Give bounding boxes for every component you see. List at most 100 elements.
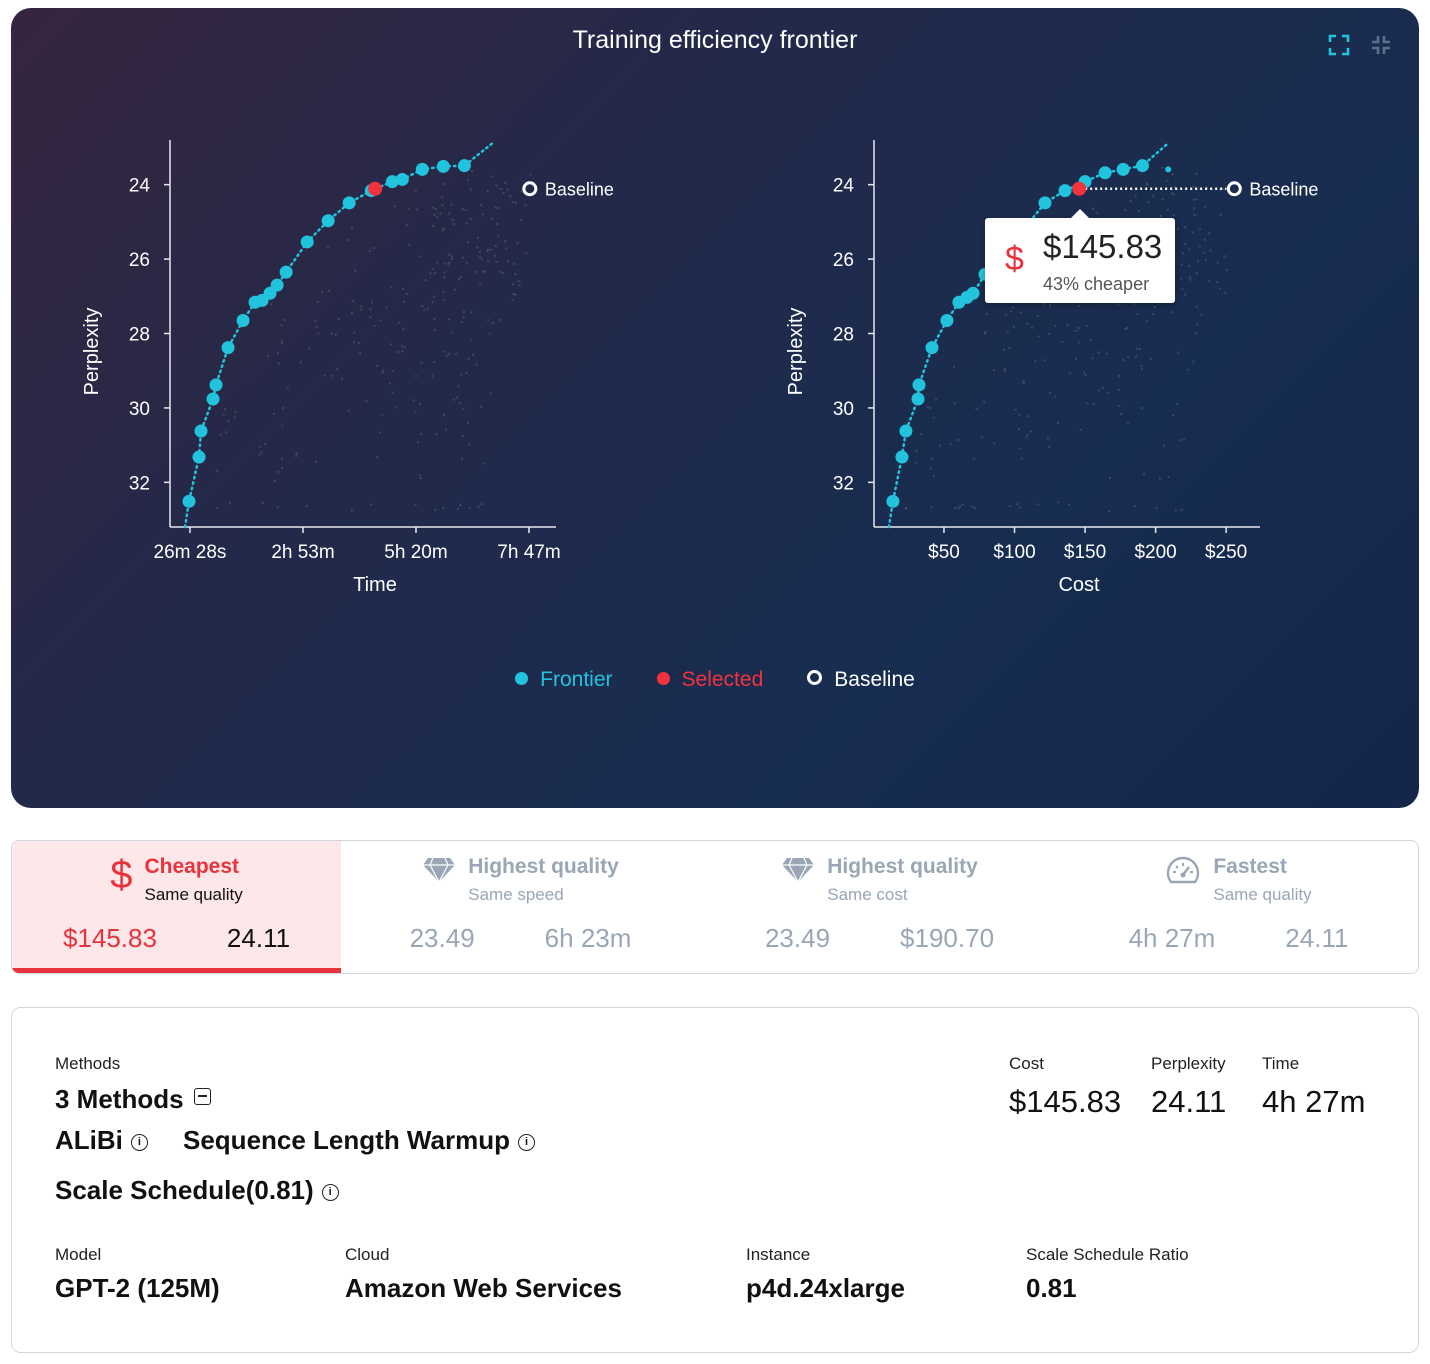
x-tick-label: 2h 53m [271,542,334,563]
background-run-point [1159,215,1162,218]
background-run-point [971,505,974,508]
frontier-point [911,392,925,406]
background-run-point [1161,166,1164,169]
background-run-point [351,226,354,229]
background-run-point [1006,330,1009,333]
background-run-point [394,205,397,208]
background-run-point [1171,173,1174,176]
background-run-point [443,227,446,230]
x-tick-label: $250 [1205,542,1247,563]
tab-highest-quality-speed[interactable]: Highest quality Same speed 23.49 6h 23m [409,855,632,953]
run-details: Methods 3 Methods ALiBi i Sequence Length… [11,1007,1419,1353]
background-run-point [496,207,499,210]
y-axis-label: Perplexity [81,308,103,396]
background-run-point [1172,414,1175,417]
legend-selected[interactable]: Selected [656,668,763,692]
background-run-point [381,413,384,416]
background-run-point [1140,407,1143,410]
background-run-point [389,382,392,385]
background-run-point [429,272,432,275]
background-run-point [1120,413,1123,416]
background-run-point [423,309,426,312]
tab-fastest[interactable]: Fastest Same quality 4h 27m 24.11 [1128,855,1349,953]
background-run-point [484,270,487,273]
background-run-point [431,301,434,304]
background-run-point [1192,360,1195,363]
background-run-point [443,183,446,186]
background-run-point [1075,329,1078,332]
background-run-point [315,460,318,463]
background-run-point [351,299,354,302]
background-run-point [416,208,419,211]
background-run-point [281,466,284,469]
background-run-point [1181,288,1184,291]
background-run-point [1219,287,1222,290]
background-run-point [949,442,952,445]
background-run-point [1187,368,1190,371]
background-run-point [334,333,337,336]
background-run-point [436,216,439,219]
background-run-point [1043,302,1046,305]
background-run-point [974,507,977,510]
background-run-point [460,321,463,324]
legend-baseline[interactable]: Baseline [807,668,915,692]
background-run-point [1030,430,1033,433]
background-run-point [281,341,284,344]
background-run-point [513,262,516,265]
background-run-point [414,411,417,414]
background-run-point [1159,477,1162,480]
background-run-point [483,462,486,465]
frontier-point [1165,166,1172,173]
info-icon[interactable]: i [517,1134,535,1151]
info-icon[interactable]: i [130,1134,148,1151]
x-tick-label: $150 [1064,542,1106,563]
background-run-point [454,352,457,355]
background-run-point [959,505,962,508]
tab-highest-quality-cost[interactable]: Highest quality Same cost 23.49 $190.70 [764,855,995,953]
background-run-point [432,224,435,227]
background-run-point [1046,437,1049,440]
info-icon[interactable]: i [321,1184,339,1201]
ssr-value: 0.81 [1026,1273,1077,1303]
collapse-icon[interactable] [193,1088,211,1105]
background-run-point [930,457,933,460]
background-run-point [350,312,353,315]
background-run-point [1198,228,1201,231]
background-run-point [382,369,385,372]
background-run-point [509,195,512,198]
legend-frontier[interactable]: Frontier [515,668,613,692]
baseline-label: Baseline [1249,180,1318,200]
background-run-point [1034,359,1037,362]
y-tick-label: 24 [833,176,855,197]
background-run-point [1061,341,1064,344]
background-run-point [1057,501,1060,504]
background-run-point [391,370,394,373]
background-run-point [1117,303,1120,306]
background-run-point [1198,245,1201,248]
background-run-point [431,267,434,270]
expand-icon[interactable] [1328,34,1350,56]
collapse-icon[interactable] [1370,34,1392,56]
background-run-point [461,208,464,211]
background-run-point [1182,252,1185,255]
background-run-point [1161,198,1164,201]
background-run-point [442,290,445,293]
background-run-point [1018,413,1021,416]
background-run-point [433,328,436,331]
tab-cheapest[interactable]: $ Cheapest Same quality $145.83 24.11 [12,841,341,973]
metric-time-value: 4h 27m [1262,1084,1366,1119]
methods-count[interactable]: 3 Methods [55,1084,211,1115]
background-run-point [456,507,459,510]
background-run-point [497,235,500,238]
background-run-point [451,331,454,334]
background-run-point [1142,473,1145,476]
background-run-point [1108,510,1111,513]
background-run-point [1225,269,1228,272]
background-run-point [1140,365,1143,368]
background-run-point [486,259,489,262]
background-run-point [1091,207,1094,210]
background-run-point [471,353,474,356]
background-run-point [371,301,374,304]
background-run-point [439,212,442,215]
background-run-point [424,279,427,282]
